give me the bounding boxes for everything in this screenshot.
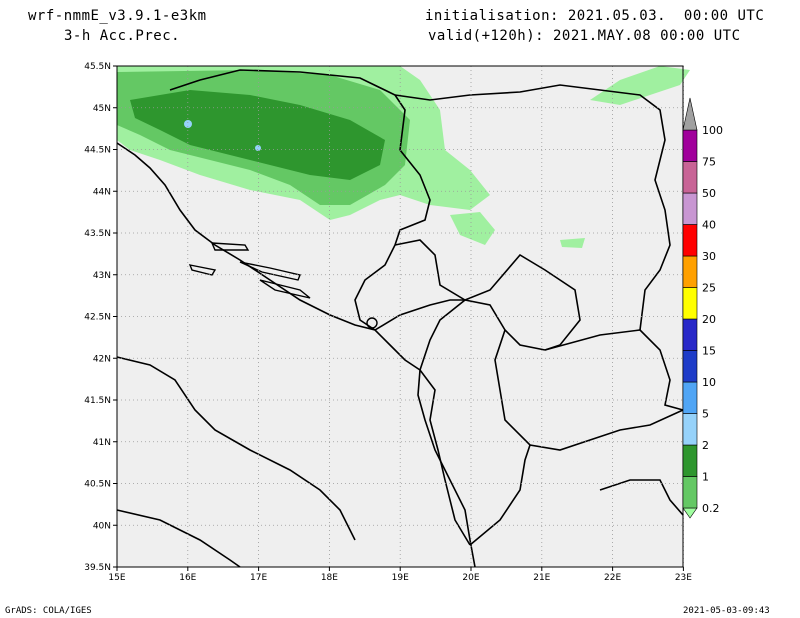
colorbar-label: 15 — [702, 345, 716, 358]
init-time: initialisation: 2021.05.03. 00:00 UTC — [425, 8, 765, 24]
macedonia-border — [494, 329, 684, 451]
colorbar-segment — [682, 287, 698, 320]
lat-label: 44.5N — [84, 146, 111, 156]
colorbar-label: 5 — [702, 408, 709, 421]
greek-coast — [599, 479, 684, 516]
valid-time: valid(+120h): 2021.MAY.08 00:00 UTC — [428, 28, 741, 44]
lon-label: 18E — [321, 573, 338, 583]
lon-label: 19E — [392, 573, 409, 583]
bulgaria-border — [544, 329, 684, 411]
lat-label: 45.5N — [84, 62, 111, 72]
montenegro-border — [374, 299, 468, 371]
colorbar-label: 10 — [702, 376, 716, 389]
precip-heavy — [130, 90, 385, 180]
lat-label: 39.5N — [84, 563, 111, 573]
precip-light-patch2 — [560, 238, 585, 248]
lon-label: 21E — [533, 573, 550, 583]
colorbar-label: 30 — [702, 250, 716, 263]
bosnia-border — [354, 244, 396, 331]
field-name: 3-h Acc.Prec. — [64, 28, 181, 44]
colorbar-label: 20 — [702, 313, 716, 326]
north-border — [394, 84, 671, 331]
colorbar-label: 75 — [702, 156, 716, 169]
lat-label: 43N — [93, 271, 111, 281]
lat-label: 42N — [93, 354, 111, 364]
lon-label: 23E — [675, 573, 692, 583]
model-name: wrf-nmmE_v3.9.1-e3km — [28, 8, 207, 24]
colorbar-label: 2 — [702, 439, 709, 452]
lon-label: 20E — [462, 573, 479, 583]
lat-label: 44N — [93, 187, 111, 197]
albania-border — [419, 369, 471, 546]
lon-label: 16E — [179, 573, 196, 583]
longitude-labels: 15E 16E 17E 18E 19E 20E 21E 22E 23E — [108, 567, 692, 583]
colorbar-segment — [682, 161, 698, 194]
latitude-labels: 45.5N 45N 44.5N 44N 43.5N 43N 42.5N 42N 41.5N 41N… — [84, 62, 117, 573]
island — [210, 242, 250, 251]
serbia-border — [394, 239, 581, 351]
island — [366, 317, 378, 329]
greece-border — [469, 444, 531, 546]
colorbar-segment-high — [682, 97, 698, 131]
precip-light-patch — [450, 212, 495, 245]
colorbar-segment — [682, 476, 698, 509]
italy-heel — [116, 509, 241, 568]
colorbar-segment — [682, 255, 698, 288]
lon-label: 17E — [250, 573, 267, 583]
lat-label: 42.5N — [84, 313, 111, 323]
lat-label: 45N — [93, 104, 111, 114]
colorbar-label: 0.2 — [702, 502, 720, 515]
precip-spot — [255, 145, 261, 151]
lat-label: 41.5N — [84, 396, 111, 406]
colorbar-label: 25 — [702, 282, 716, 295]
lon-label: 15E — [108, 573, 125, 583]
colorbar-label: 1 — [702, 471, 709, 484]
precip-light-east — [590, 66, 690, 105]
render-timestamp: 2021-05-03-09:43 — [683, 606, 770, 616]
island — [188, 264, 217, 276]
precip-areas — [117, 66, 690, 248]
colorbar-label: 100 — [702, 124, 723, 137]
colorbar-segment — [682, 192, 698, 225]
colorbar-segment — [682, 129, 698, 162]
lat-label: 43.5N — [84, 229, 111, 239]
lat-label: 40N — [93, 521, 111, 531]
colorbar-label: 50 — [702, 187, 716, 200]
colorbar-segment — [682, 350, 698, 383]
colorbar-segment — [682, 224, 698, 257]
colorbar-segment — [682, 444, 698, 477]
precip-spot — [184, 120, 192, 128]
colorbar-segment — [682, 381, 698, 414]
coastlines-borders — [116, 69, 684, 568]
adriatic-coast-west — [116, 356, 356, 541]
colorbar-label: 40 — [702, 219, 716, 232]
island — [259, 279, 311, 299]
lat-label: 41N — [93, 438, 111, 448]
colorbar-segment-low — [682, 507, 698, 519]
colorbar-segment — [682, 413, 698, 446]
croatia-border — [169, 69, 431, 246]
grads-credit: GrADS: COLA/IGES — [5, 606, 92, 616]
lat-label: 40.5N — [84, 480, 111, 490]
colorbar-segment — [682, 318, 698, 351]
lon-label: 22E — [604, 573, 621, 583]
